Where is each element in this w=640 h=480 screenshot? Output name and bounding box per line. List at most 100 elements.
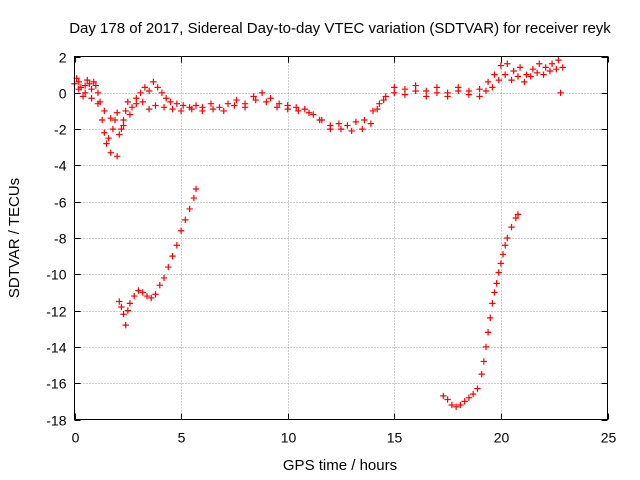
data-point-1-6 [113, 109, 121, 116]
data-point-0-25 [124, 98, 131, 106]
data-point-1-5 [107, 115, 114, 122]
data-point-0-35 [167, 98, 174, 106]
data-point-2-9 [143, 292, 151, 300]
data-point-0-65 [412, 82, 419, 89]
data-point-0-67 [433, 84, 441, 91]
x-axis-label: GPS time / hours [283, 457, 397, 474]
data-point-3-23 [512, 214, 520, 222]
data-point-0-81 [542, 64, 549, 71]
data-point-1-48 [501, 71, 509, 78]
data-point-1-28 [316, 116, 323, 124]
x-axis-tick-labels: 0 5 10 15 20 25 [72, 430, 617, 446]
data-point-1-38 [412, 87, 419, 95]
data-series [71, 56, 566, 410]
data-point-2-8 [139, 289, 146, 296]
data-point-1-55 [546, 67, 554, 75]
data-point-0-83 [555, 56, 562, 64]
data-point-1-11 [145, 105, 153, 113]
data-point-0-37 [180, 102, 187, 109]
data-point-0-27 [133, 95, 140, 102]
data-point-0-64 [401, 85, 409, 93]
data-point-0-62 [382, 93, 389, 100]
data-point-0-8 [88, 85, 95, 93]
y-tick-label-6: -10 [46, 267, 66, 283]
x-tick-label-4: 20 [494, 430, 510, 446]
data-point-1-20 [231, 102, 238, 109]
data-point-0-33 [158, 89, 166, 96]
data-point-0-36 [173, 100, 181, 107]
data-point-1-26 [295, 107, 302, 115]
data-point-0-74 [497, 62, 505, 69]
data-point-1-54 [540, 71, 547, 78]
data-point-3-9 [478, 370, 485, 378]
grid-lines [74, 56, 608, 420]
y-tick-label-7: -12 [46, 304, 66, 320]
data-point-1-46 [489, 84, 496, 91]
data-point-2-3 [122, 321, 129, 329]
data-point-0-6 [84, 76, 91, 84]
data-point-0-44 [233, 96, 240, 104]
data-point-1-3 [94, 100, 102, 107]
data-point-0-52 [301, 105, 308, 113]
data-point-0-14 [101, 129, 108, 136]
data-point-0-60 [369, 107, 377, 115]
data-point-3-13 [487, 314, 494, 322]
data-point-3-2 [448, 401, 456, 409]
data-point-0-79 [529, 66, 537, 73]
y-tick-label-10: -18 [46, 413, 66, 429]
data-point-3-24 [514, 211, 522, 218]
data-point-0-71 [476, 85, 483, 93]
data-point-1-23 [263, 98, 270, 106]
data-point-0-66 [423, 87, 430, 95]
data-point-0-58 [352, 118, 360, 126]
data-point-1-15 [177, 107, 185, 115]
data-point-3-14 [489, 300, 496, 307]
data-point-2-20 [190, 194, 198, 202]
data-point-1-40 [433, 89, 441, 96]
data-point-0-22 [118, 125, 125, 133]
data-point-3-3 [452, 403, 460, 410]
series-main-band [71, 56, 566, 160]
data-point-0-48 [267, 95, 274, 102]
data-point-1-17 [199, 107, 206, 115]
data-point-0-46 [250, 93, 257, 100]
data-point-2-6 [130, 292, 138, 300]
data-point-1-13 [160, 104, 168, 111]
data-point-0-84 [559, 64, 566, 71]
data-point-0-15 [103, 140, 110, 147]
data-point-1-2 [88, 95, 95, 102]
data-point-1-35 [380, 96, 387, 104]
y-axis-label: SDTVAR / TECUs [6, 178, 23, 298]
data-point-1-14 [169, 105, 176, 113]
data-point-1-43 [465, 91, 473, 98]
data-point-3-4 [457, 401, 464, 409]
x-tick-label-2: 10 [281, 430, 297, 446]
axis-ticks [74, 56, 609, 421]
data-point-0-29 [141, 84, 149, 91]
data-point-3-16 [493, 280, 500, 287]
data-point-2-17 [177, 227, 185, 234]
data-point-1-37 [401, 91, 409, 98]
data-point-0-10 [92, 82, 100, 89]
data-point-0-2 [75, 78, 82, 86]
data-point-1-45 [482, 87, 490, 95]
data-point-1-0 [75, 85, 82, 93]
y-tick-label-0: 2 [59, 50, 67, 66]
data-point-1-10 [139, 98, 146, 106]
data-point-1-30 [337, 125, 345, 133]
data-point-1-18 [209, 105, 217, 113]
data-point-1-25 [284, 105, 291, 113]
data-point-0-80 [536, 60, 543, 67]
data-point-3-10 [480, 358, 488, 365]
data-point-0-9 [90, 78, 97, 86]
data-point-1-42 [455, 87, 462, 95]
data-point-0-57 [344, 122, 351, 129]
data-point-0-53 [310, 111, 317, 118]
data-point-1-29 [327, 125, 334, 133]
y-tick-label-5: -8 [54, 231, 67, 247]
data-point-0-13 [99, 116, 106, 124]
data-point-3-1 [444, 396, 451, 403]
data-point-0-24 [122, 107, 129, 115]
y-tick-label-1: 0 [59, 86, 67, 102]
